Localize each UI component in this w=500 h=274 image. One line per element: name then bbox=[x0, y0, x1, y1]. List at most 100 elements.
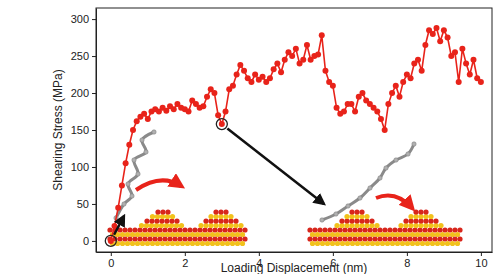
atom bbox=[315, 241, 320, 246]
data-point bbox=[119, 182, 125, 188]
atom bbox=[137, 227, 142, 232]
data-point bbox=[215, 112, 221, 118]
tick-mark bbox=[92, 130, 96, 131]
atom bbox=[218, 209, 223, 214]
axis-line bbox=[96, 9, 97, 253]
tick-label: 50 bbox=[77, 198, 89, 210]
atom bbox=[395, 241, 400, 246]
atom bbox=[370, 241, 375, 246]
atom bbox=[208, 218, 213, 223]
atom bbox=[155, 241, 160, 246]
pointer-arrow bbox=[227, 128, 324, 204]
atom bbox=[218, 218, 223, 223]
tick-mark bbox=[92, 204, 96, 205]
tick-mark bbox=[407, 252, 408, 256]
atom bbox=[150, 232, 155, 237]
atom bbox=[192, 236, 197, 241]
data-area bbox=[108, 25, 484, 244]
atom bbox=[317, 236, 322, 241]
series-line bbox=[111, 28, 481, 241]
tick-mark bbox=[259, 252, 260, 256]
atom bbox=[223, 218, 228, 223]
tick: 0 bbox=[83, 235, 96, 247]
atom bbox=[418, 214, 423, 219]
atom bbox=[415, 241, 420, 246]
atom bbox=[339, 218, 344, 223]
atom bbox=[397, 236, 402, 241]
atom bbox=[310, 241, 315, 246]
atom bbox=[320, 232, 325, 237]
data-point bbox=[359, 90, 365, 96]
atom bbox=[342, 227, 347, 232]
atom bbox=[160, 232, 165, 237]
atom bbox=[152, 236, 157, 241]
data-point bbox=[319, 32, 325, 38]
atom bbox=[218, 223, 223, 228]
polymer-atom bbox=[152, 130, 156, 134]
atom bbox=[132, 236, 137, 241]
atom bbox=[410, 232, 415, 237]
atom bbox=[127, 236, 132, 241]
atom bbox=[220, 241, 225, 246]
atom bbox=[125, 232, 130, 237]
atom bbox=[345, 241, 350, 246]
atom bbox=[417, 236, 422, 241]
atom bbox=[435, 241, 440, 246]
atom bbox=[365, 232, 370, 237]
atom bbox=[139, 223, 144, 228]
atom bbox=[159, 223, 164, 228]
data-point bbox=[252, 72, 258, 78]
atom bbox=[135, 232, 140, 237]
atom bbox=[347, 227, 352, 232]
atom bbox=[180, 241, 185, 246]
tick-label: 200 bbox=[71, 87, 89, 99]
atom bbox=[367, 227, 372, 232]
atom bbox=[440, 241, 445, 246]
data-point bbox=[171, 106, 177, 112]
atom bbox=[170, 214, 175, 219]
atom bbox=[237, 227, 242, 232]
atom bbox=[450, 241, 455, 246]
data-point bbox=[341, 109, 347, 115]
atom bbox=[190, 232, 195, 237]
atom bbox=[367, 236, 372, 241]
data-point bbox=[234, 72, 240, 78]
atom bbox=[349, 223, 354, 228]
atom bbox=[310, 232, 315, 237]
polymer-chain bbox=[322, 144, 414, 220]
atom bbox=[200, 232, 205, 237]
atom bbox=[167, 236, 172, 241]
atom bbox=[174, 223, 179, 228]
atom bbox=[385, 232, 390, 237]
atom bbox=[437, 236, 442, 241]
atom bbox=[233, 223, 238, 228]
atom bbox=[357, 227, 362, 232]
atom bbox=[198, 223, 203, 228]
chart: 0246810050100150200250300Loading Displac… bbox=[0, 0, 500, 274]
data-point bbox=[211, 90, 217, 96]
atom bbox=[172, 236, 177, 241]
pointer-arrow bbox=[114, 216, 124, 235]
data-point bbox=[422, 42, 428, 48]
polymer-atom bbox=[136, 172, 140, 176]
tick-mark bbox=[481, 252, 482, 256]
atom bbox=[220, 232, 225, 237]
atom bbox=[354, 214, 359, 219]
atom bbox=[359, 214, 364, 219]
atom bbox=[392, 236, 397, 241]
atom bbox=[418, 209, 423, 214]
atom bbox=[405, 241, 410, 246]
data-point bbox=[374, 109, 380, 115]
atom bbox=[192, 227, 197, 232]
atom bbox=[330, 232, 335, 237]
atom bbox=[433, 218, 438, 223]
tick: 100 bbox=[71, 161, 96, 173]
atom bbox=[337, 227, 342, 232]
data-point bbox=[123, 160, 129, 166]
tick: 8 bbox=[404, 252, 410, 269]
atom bbox=[412, 227, 417, 232]
atom bbox=[322, 227, 327, 232]
atom bbox=[400, 232, 405, 237]
atom bbox=[175, 241, 180, 246]
polymer-atom bbox=[358, 196, 362, 200]
